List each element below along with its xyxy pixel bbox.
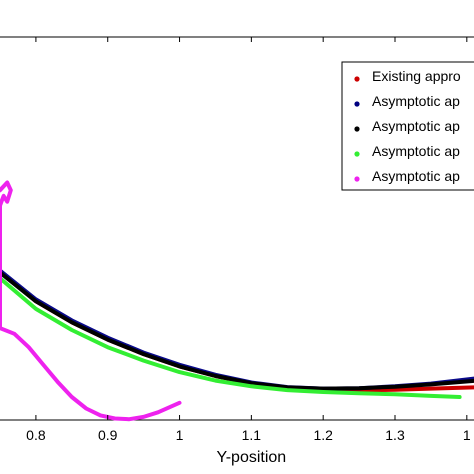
series-layer — [0, 180, 474, 422]
x-tick-label: 1.2 — [313, 427, 333, 443]
legend-marker — [354, 76, 360, 82]
legend-entry-label: Asymptotic ap — [372, 93, 460, 109]
legend-marker — [354, 126, 360, 132]
legend-entry-label: Asymptotic ap — [372, 118, 460, 134]
legend-entry-label: Existing appro — [372, 68, 461, 84]
x-tick-label: 0.8 — [26, 427, 46, 443]
legend-marker — [354, 176, 360, 182]
series-line-4 — [0, 276, 462, 399]
legend-box — [341, 61, 474, 191]
x-tick-label: 1.1 — [242, 427, 262, 443]
series-line-3 — [0, 270, 474, 391]
x-axis-tick-labels: 0.8 0.9 1 1.1 1.2 1.3 1 — [26, 427, 471, 443]
legend-entry-label: Asymptotic ap — [372, 143, 460, 159]
legend: Existing appro Asymptotic ap Asymptotic ap… — [341, 61, 474, 191]
legend-marker — [354, 101, 360, 107]
series-line-5 — [0, 180, 182, 422]
x-tick-label: 0.9 — [98, 427, 118, 443]
x-axis-ticks — [35, 37, 468, 420]
x-tick-label: 1 — [176, 427, 184, 443]
x-tick-label: 1 — [463, 427, 471, 443]
legend-marker — [354, 151, 360, 157]
x-tick-label: 1.3 — [385, 427, 405, 443]
legend-entry-label: Asymptotic ap — [372, 168, 460, 184]
x-axis-label: Y-position — [217, 449, 287, 466]
